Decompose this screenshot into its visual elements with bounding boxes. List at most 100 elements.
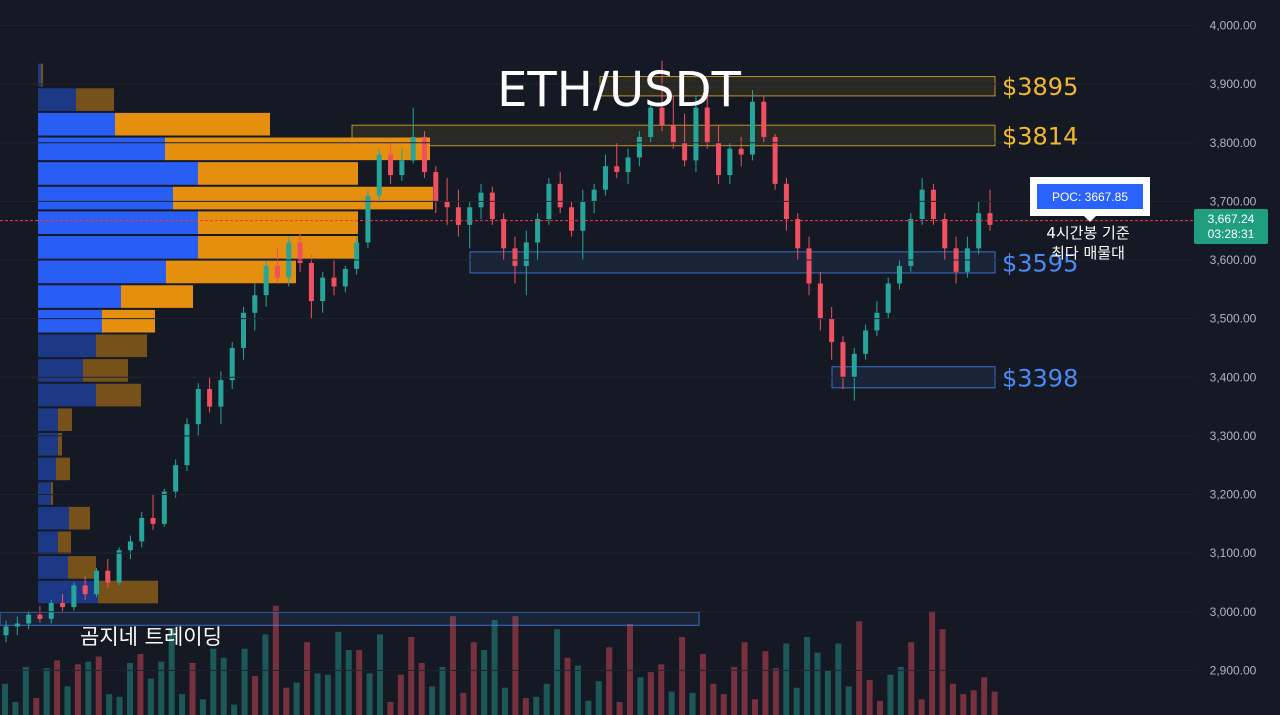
volume-bar — [179, 694, 186, 715]
poc-note-line2: 최다 매물대 — [1051, 244, 1125, 262]
candle-body — [885, 283, 891, 313]
volume-bar — [845, 686, 852, 715]
profile-buy-bar — [38, 556, 68, 579]
volume-bar — [95, 656, 102, 715]
profile-sell-bar — [98, 580, 158, 604]
volume-bar — [668, 691, 675, 715]
profile-buy-bar — [38, 580, 98, 604]
profile-sell-bar — [58, 432, 62, 456]
volume-bar — [595, 681, 602, 715]
volume-bar — [981, 677, 988, 715]
volume-bar — [439, 666, 446, 715]
volume-bar — [991, 691, 998, 715]
volume-bar — [804, 637, 811, 715]
candle-body — [93, 570, 99, 595]
volume-bar — [324, 674, 331, 715]
volume-bar — [33, 698, 40, 715]
volume-bar — [897, 666, 904, 715]
profile-buy-bar — [38, 408, 58, 431]
volume-bar — [866, 679, 873, 715]
candle-body — [365, 195, 371, 243]
volume-bar — [689, 692, 696, 715]
candle-body — [704, 107, 710, 143]
volume-bar — [574, 665, 581, 715]
current-price-badge: 3,667.24 03:28:31 — [1194, 209, 1268, 244]
candle-body — [817, 283, 823, 319]
candle-body — [195, 389, 201, 425]
volume-bar — [43, 668, 50, 715]
profile-sell-bar — [173, 186, 433, 210]
candle-body — [659, 107, 665, 126]
candle-body — [512, 248, 518, 266]
volume-bar — [22, 666, 29, 715]
volume-bar — [543, 683, 550, 715]
axis-tick-label: 3,500.00 — [1210, 312, 1257, 326]
volume-bar — [699, 653, 706, 715]
volume-bar — [835, 643, 842, 715]
profile-buy-bar — [38, 531, 58, 555]
volume-bar — [960, 694, 967, 715]
profile-sell-bar — [198, 236, 358, 259]
volume-bar — [616, 702, 623, 715]
candle-body — [716, 142, 722, 176]
volume-bar — [877, 700, 883, 715]
profile-buy-bar — [38, 162, 198, 185]
volume-bar — [449, 616, 456, 715]
axis-tick-label: 3,700.00 — [1210, 194, 1257, 208]
profile-buy-bar — [38, 88, 76, 111]
candle-body — [840, 342, 846, 378]
profile-sell-bar — [41, 63, 43, 87]
candle-body — [670, 125, 676, 143]
candle-body — [173, 465, 179, 492]
volume-bar — [564, 657, 571, 715]
profile-buy-bar — [38, 334, 96, 358]
volume-bar — [679, 637, 686, 715]
volume-bar — [856, 621, 863, 715]
axis-tick-label: 3,300.00 — [1210, 429, 1257, 443]
level-label-support-3398: $3398 — [1002, 364, 1078, 392]
volume-bar — [481, 650, 488, 715]
candle-body — [727, 148, 733, 176]
candle-body — [297, 242, 303, 263]
volume-bar — [106, 694, 113, 715]
volume-bar — [908, 642, 915, 715]
volume-bar — [231, 704, 238, 715]
candle-body — [14, 623, 20, 627]
candle-body — [229, 347, 235, 381]
candle-body — [693, 107, 699, 161]
volume-bar — [533, 696, 540, 715]
profile-buy-bar — [38, 309, 102, 333]
candle-body — [82, 585, 88, 595]
volume-bar — [220, 657, 227, 715]
level-label-support-3595: $3595 — [1002, 249, 1078, 277]
candle-body — [274, 265, 280, 278]
candle-body — [976, 213, 982, 249]
candle-body — [467, 207, 473, 225]
poc-pointer — [1084, 216, 1096, 222]
profile-buy-bar — [38, 63, 41, 87]
candle-body — [410, 136, 416, 161]
volume-bar — [470, 642, 477, 715]
volume-bar — [210, 648, 217, 715]
candle-body — [308, 262, 314, 302]
candle-body — [489, 192, 495, 220]
profile-buy-bar — [38, 383, 96, 407]
poc-callout: POC: 3667.85 4시간봉 기준 최다 매물대 — [1030, 177, 1150, 262]
candle-body — [455, 207, 461, 225]
profile-sell-bar — [96, 383, 141, 407]
volume-bar — [366, 673, 373, 715]
volume-bar — [418, 663, 425, 715]
candle-body — [444, 201, 450, 208]
candle-body — [150, 517, 156, 524]
candle-body — [523, 242, 529, 266]
volume-bar — [377, 634, 383, 715]
volume-bar — [64, 686, 71, 715]
volume-bar — [429, 686, 436, 715]
candle-body — [207, 389, 213, 407]
candle-body — [682, 142, 688, 161]
candle-body — [26, 614, 32, 624]
candle-body — [908, 219, 914, 266]
volume-bar — [2, 683, 8, 715]
axis-tick-label: 3,200.00 — [1210, 488, 1257, 502]
